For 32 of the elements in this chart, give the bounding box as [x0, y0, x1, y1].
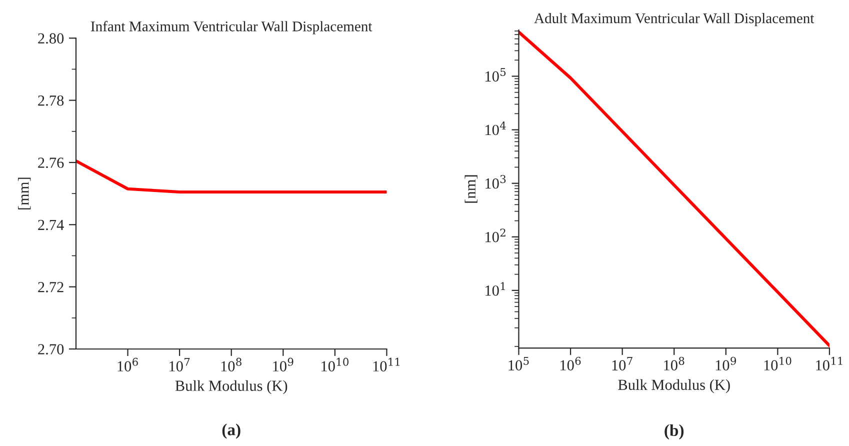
x-tick-label: 10$^{7}$ [170, 358, 190, 372]
x-tick-label: 10$^{9}$ [273, 358, 294, 372]
y-tick-label: 2.70 [38, 344, 64, 355]
chart-title: Adult Maximum Ventricular Wall Displacement [534, 12, 814, 26]
x-tick-label: 10$^{6}$ [118, 358, 138, 372]
y-axis-title: [nm] [464, 175, 478, 203]
y-tick-label: 10$^{5}$ [486, 68, 506, 82]
y-tick-label: 2.72 [38, 282, 64, 292]
y-tick-label: 10$^{2}$ [486, 228, 506, 242]
y-tick-label: 2.78 [38, 95, 64, 106]
y-tick-label: 10$^{4}$ [486, 121, 506, 136]
x-tick-label: 10$^{10}$ [764, 356, 792, 370]
y-tick-label: 2.74 [38, 220, 64, 230]
x-tick-label: 10$^{8}$ [221, 358, 242, 372]
x-tick-label: 10$^{5}$ [508, 356, 529, 370]
text: (a) [222, 424, 240, 439]
y-axis-title: [mm] [18, 178, 31, 210]
x-tick-label: 10$^{6}$ [560, 356, 581, 370]
x-tick-label: 10$^{9}$ [716, 356, 736, 370]
y-tick-label: 10$^{1}$ [486, 282, 505, 296]
x-tick-label: 10$^{7}$ [612, 356, 632, 370]
y-tick-label: 2.80 [38, 33, 64, 44]
text: (b) [664, 424, 684, 440]
y-tick-label: 2.76 [38, 158, 64, 168]
chart-title: Infant Maximum Ventricular Wall Displacement [90, 20, 372, 34]
x-axis-title: Bulk Modulus (K) [175, 380, 288, 394]
x-axis-title: Bulk Modulus (K) [618, 379, 730, 394]
x-tick-label: 10$^{8}$ [664, 356, 684, 370]
x-tick-label: 10$^{10}$ [322, 358, 348, 372]
x-tick-label: 10$^{11}$ [816, 356, 842, 370]
x-tick-label: 10$^{11}$ [373, 358, 400, 372]
y-tick-label: 10$^{3}$ [486, 175, 506, 189]
